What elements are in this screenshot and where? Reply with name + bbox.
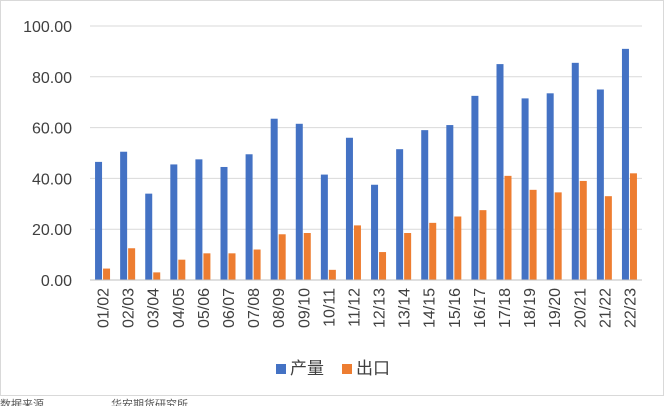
legend: 产量 出口	[276, 359, 390, 379]
bar-export	[328, 269, 336, 280]
y-axis-ticks: 0.00 20.00 40.00 60.00 80.00 100.00	[23, 19, 72, 290]
bar-production	[120, 151, 128, 280]
legend-label-production: 产量	[290, 359, 324, 379]
bar-production	[170, 164, 178, 280]
bar-export	[153, 272, 161, 280]
bar-export	[404, 233, 412, 280]
bar-production	[421, 130, 429, 280]
y-tick-label: 100.00	[23, 19, 72, 36]
x-tick-label: 07/08	[246, 288, 263, 328]
x-tick-label: 22/23	[622, 288, 639, 328]
bar-export	[454, 216, 462, 280]
bar-export	[529, 189, 537, 280]
x-tick-label: 11/12	[346, 288, 363, 327]
x-tick-label: 06/07	[221, 288, 238, 328]
bar-production	[270, 118, 278, 281]
bar-production	[145, 193, 153, 280]
bar-export	[253, 249, 261, 280]
bar-production	[195, 159, 203, 280]
bar-export	[579, 180, 587, 280]
bar-export	[178, 259, 186, 280]
x-tick-label: 13/14	[397, 288, 414, 328]
legend-swatch-export	[342, 364, 352, 374]
bar-export	[554, 192, 562, 280]
y-tick-label: 80.00	[32, 70, 72, 87]
x-tick-label: 20/21	[572, 288, 589, 328]
bars	[95, 48, 637, 281]
bar-production	[345, 137, 353, 280]
bar-production	[471, 95, 479, 280]
bar-production	[621, 48, 629, 280]
analysis-label: 华安期货研究所	[111, 398, 188, 406]
bar-export	[303, 233, 311, 280]
bar-export	[504, 175, 512, 280]
bar-production	[571, 62, 579, 280]
x-tick-label: 08/09	[271, 288, 288, 328]
y-tick-label: 40.00	[32, 171, 72, 188]
bar-production	[245, 154, 253, 280]
y-tick-label: 60.00	[32, 121, 72, 138]
bar-production	[521, 98, 529, 280]
bar-production	[320, 174, 328, 280]
source-label: 数据来源	[0, 398, 44, 406]
bar-production	[446, 125, 454, 280]
x-tick-label: 15/16	[447, 288, 464, 328]
legend-swatch-production	[276, 364, 286, 374]
x-tick-label: 02/03	[121, 288, 138, 328]
bar-export	[629, 173, 637, 280]
bar-export	[429, 222, 437, 280]
x-tick-label: 10/11	[321, 288, 338, 327]
bar-production	[496, 64, 504, 280]
bar-production	[546, 93, 554, 280]
x-tick-label: 03/04	[146, 288, 163, 328]
x-tick-label: 19/20	[547, 288, 564, 328]
bar-export	[604, 196, 612, 280]
bar-export	[278, 234, 286, 280]
y-tick-label: 0.00	[41, 273, 72, 290]
bar-production	[596, 89, 604, 280]
x-tick-label: 09/10	[296, 288, 313, 328]
bar-export	[128, 248, 136, 280]
bar-export	[203, 253, 211, 280]
bar-export	[379, 252, 387, 280]
bar-production	[220, 166, 228, 280]
x-tick-label: 21/22	[597, 288, 614, 328]
bar-export	[103, 268, 111, 280]
bar-production	[371, 184, 379, 280]
bar-export	[228, 253, 236, 280]
bar-production	[295, 123, 303, 280]
x-tick-label: 04/05	[171, 288, 188, 328]
x-tick-label: 16/17	[472, 288, 489, 328]
y-tick-label: 20.00	[32, 222, 72, 239]
footnote: 数据来源 华安期货研究所	[0, 398, 188, 406]
x-tick-label: 05/06	[196, 288, 213, 328]
x-axis-ticks: 01/02 02/03 03/04 04/05 05/06 06/07 07/08 08/09…	[96, 288, 640, 328]
bar-export	[353, 225, 361, 280]
x-tick-label: 12/13	[372, 288, 389, 328]
x-tick-label: 18/19	[522, 288, 539, 328]
bar-production	[396, 149, 404, 280]
legend-label-export: 出口	[356, 359, 390, 379]
x-tick-label: 14/15	[422, 288, 439, 328]
bar-production	[95, 161, 103, 280]
x-tick-label: 01/02	[96, 288, 113, 328]
bar-export	[479, 210, 487, 280]
x-tick-label: 17/18	[497, 288, 514, 328]
